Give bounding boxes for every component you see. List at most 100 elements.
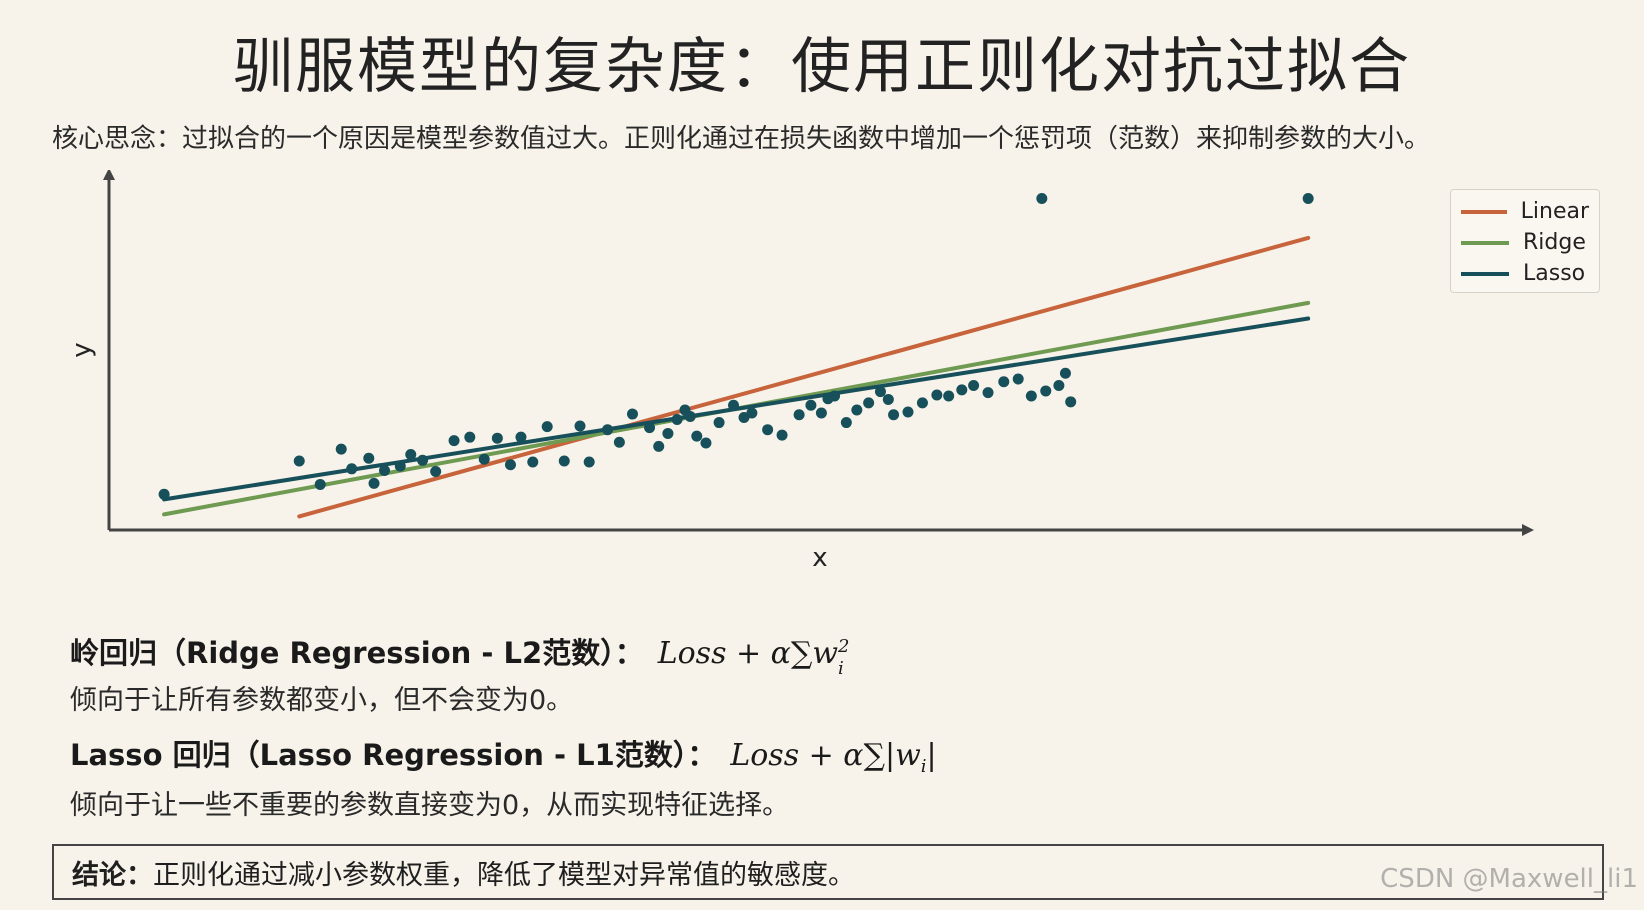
legend-swatch-ridge [1461, 240, 1509, 245]
chart-legend: Linear Ridge Lasso [1450, 189, 1600, 293]
data-point [1025, 390, 1037, 402]
data-point [746, 407, 758, 419]
watermark: CSDN @Maxwell_li1 [1380, 864, 1638, 894]
data-point [1065, 396, 1077, 408]
data-point [515, 431, 527, 443]
ridge-formula-main: Loss + α∑w [657, 636, 839, 671]
ridge-formula-sub: i [838, 658, 844, 679]
data-point [1036, 193, 1048, 204]
legend-swatch-lasso [1461, 271, 1509, 276]
lasso-heading-text: Lasso 回归（Lasso Regression - L1范数）： [70, 738, 717, 772]
lasso-heading: Lasso 回归（Lasso Regression - L1范数）： Loss +… [70, 732, 937, 777]
data-point [916, 397, 928, 409]
data-point [653, 440, 665, 452]
data-point [346, 463, 358, 475]
data-point [882, 393, 894, 405]
legend-label-linear: Linear [1520, 199, 1589, 224]
page-subtitle: 核心思念：过拟合的一个原因是模型参数值过大。正则化通过在损失函数中增加一个惩罚项… [52, 124, 1431, 154]
data-point [762, 424, 774, 436]
lasso-formula-sub: i [920, 756, 927, 777]
conclusion-text: 正则化通过减小参数权重，降低了模型对异常值的敏感度。 [153, 859, 855, 891]
ridge-desc: 倾向于让所有参数都变小，但不会变为0。 [70, 685, 574, 716]
data-point [931, 389, 943, 401]
data-point [1040, 385, 1052, 397]
data-point [1059, 367, 1071, 379]
data-point [1302, 193, 1314, 204]
data-point [691, 430, 703, 442]
lasso-section: Lasso 回归（Lasso Regression - L1范数）： Loss +… [70, 732, 937, 822]
data-point [417, 454, 429, 466]
data-point [1053, 380, 1065, 391]
conclusion-box: 结论： 正则化通过减小参数权重，降低了模型对异常值的敏感度。 [52, 844, 1604, 900]
data-point [448, 435, 460, 447]
data-point [805, 399, 817, 411]
data-point [613, 436, 625, 448]
data-point [430, 466, 442, 478]
data-point [644, 422, 656, 434]
data-point [728, 399, 740, 411]
data-point [314, 478, 326, 490]
legend-label-ridge: Ridge [1523, 230, 1586, 255]
ridge-heading: 岭回归（Ridge Regression - L2范数）： Loss + α∑w 2… [70, 630, 852, 679]
series-line-linear [297, 235, 1311, 519]
data-point [558, 455, 570, 467]
ridge-heading-text: 岭回归（Ridge Regression - L2范数）： [70, 636, 644, 670]
data-point [851, 404, 863, 416]
data-point [662, 427, 674, 439]
legend-item-linear: Linear [1461, 196, 1589, 227]
data-point [583, 456, 595, 468]
data-point [405, 449, 417, 461]
lasso-formula-main: Loss + α∑|w [730, 738, 921, 773]
legend-label-lasso: Lasso [1523, 261, 1586, 286]
data-point [464, 431, 476, 443]
data-point [713, 417, 725, 429]
data-point [602, 424, 614, 436]
data-point [478, 453, 490, 465]
data-point [335, 443, 347, 455]
data-point [874, 386, 886, 398]
legend-item-lasso: Lasso [1461, 258, 1589, 289]
data-point [491, 432, 503, 444]
data-point [541, 421, 553, 433]
data-point [574, 420, 586, 432]
data-point [943, 390, 955, 402]
data-point [626, 408, 638, 420]
conclusion-label: 结论： [72, 859, 153, 891]
data-point [158, 488, 170, 500]
data-point [293, 455, 305, 467]
data-point [968, 380, 980, 391]
data-point [394, 460, 406, 472]
data-point [982, 387, 994, 399]
data-point [1012, 373, 1024, 385]
data-point [684, 410, 696, 422]
ridge-formula: Loss + α∑w 2 i [657, 636, 852, 679]
data-point [793, 409, 805, 421]
data-point [527, 456, 539, 468]
legend-swatch-linear [1461, 209, 1507, 214]
data-point [956, 384, 968, 396]
data-point [504, 459, 516, 471]
data-point [998, 376, 1010, 388]
data-point [902, 406, 914, 418]
lasso-desc: 倾向于让一些不重要的参数直接变为0，从而实现特征选择。 [70, 790, 790, 821]
data-point [815, 407, 827, 419]
ridge-formula-sup: 2 [838, 636, 850, 657]
y-axis-label: y [67, 342, 97, 357]
x-axis-label: x [812, 543, 827, 573]
legend-item-ridge: Ridge [1461, 227, 1589, 258]
lasso-formula: Loss + α∑|wi| [730, 738, 937, 777]
data-point [840, 417, 852, 429]
chart-svg: xy [67, 170, 1534, 573]
data-point [379, 465, 391, 476]
data-point [700, 437, 712, 449]
data-point [863, 397, 875, 409]
data-point [776, 429, 788, 441]
lasso-formula-end: | [926, 738, 937, 773]
data-point [368, 477, 380, 489]
page-title: 驯服模型的复杂度：使用正则化对抗过拟合 [233, 32, 1411, 102]
ridge-section: 岭回归（Ridge Regression - L2范数）： Loss + α∑w 2… [70, 630, 852, 717]
data-point [829, 390, 841, 402]
